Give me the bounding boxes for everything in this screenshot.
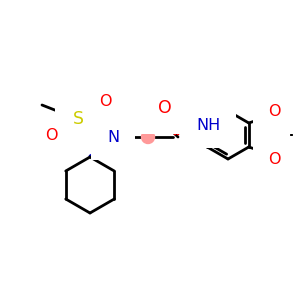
Text: O: O <box>45 128 57 143</box>
Text: O: O <box>99 94 111 109</box>
Circle shape <box>142 130 154 143</box>
Text: O: O <box>268 103 281 118</box>
Text: N: N <box>107 130 119 145</box>
Text: O: O <box>158 99 172 117</box>
Text: NH: NH <box>196 118 220 133</box>
Text: S: S <box>73 110 83 128</box>
Text: O: O <box>268 152 281 166</box>
